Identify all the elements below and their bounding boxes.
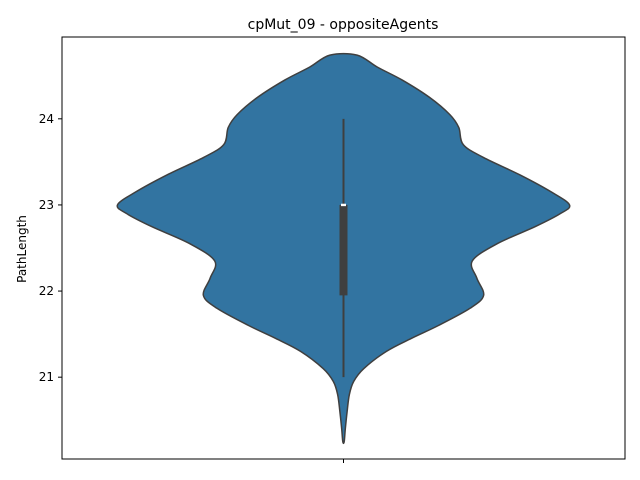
interquartile-box — [339, 204, 348, 296]
chart-title: cpMut_09 - oppositeAgents — [248, 17, 439, 33]
y-tick-label: 22 — [39, 284, 54, 298]
y-axis-label: PathLength — [15, 215, 29, 283]
plot-area: 21 22 23 24 — [39, 52, 571, 463]
y-tick-label: 21 — [39, 370, 54, 384]
y-tick-label: 23 — [39, 198, 54, 212]
axes-frame — [61, 36, 626, 460]
median-marker — [341, 203, 346, 207]
y-tick-label: 24 — [39, 112, 54, 126]
